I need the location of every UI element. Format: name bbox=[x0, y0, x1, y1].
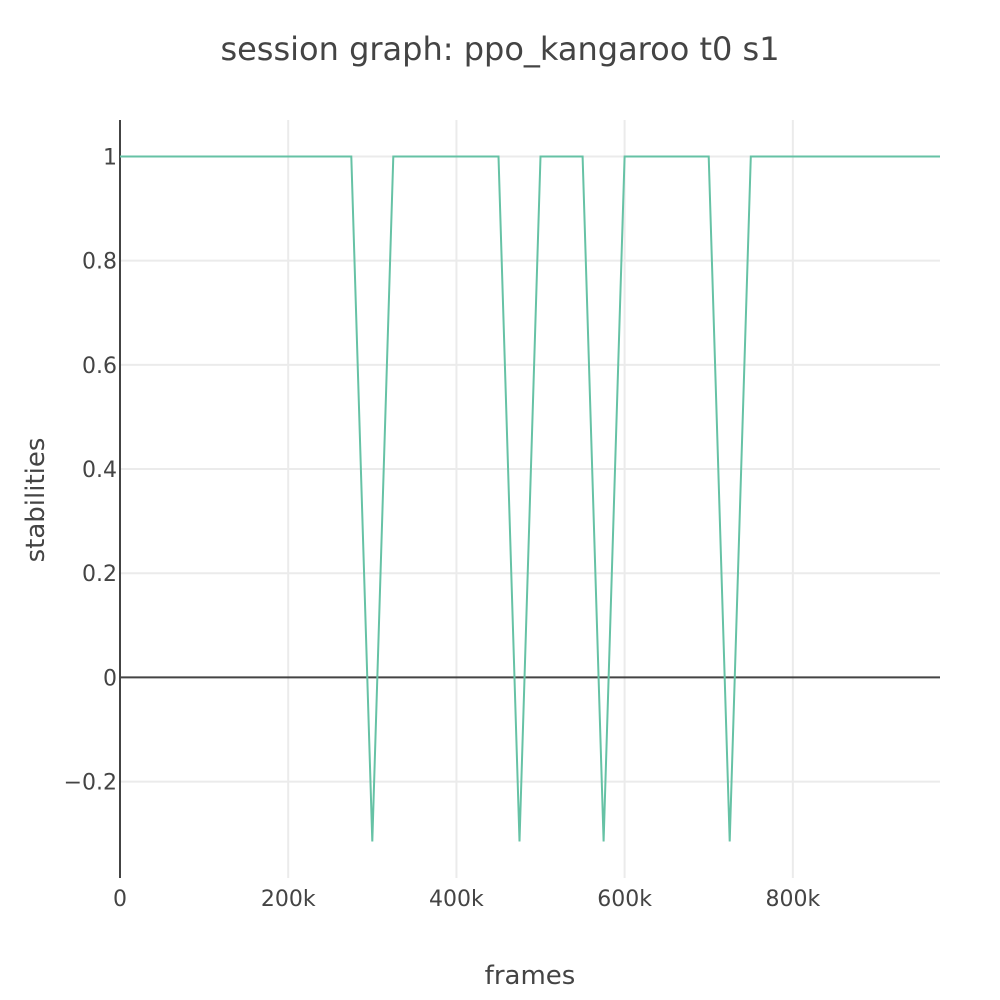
x-tick-label: 0 bbox=[113, 887, 127, 912]
y-tick-label: 0.6 bbox=[82, 354, 117, 379]
grid bbox=[120, 120, 940, 878]
y-tick-label: 0.2 bbox=[82, 562, 117, 587]
y-tick-label: 1 bbox=[103, 145, 117, 170]
x-tick-label: 400k bbox=[429, 887, 484, 912]
y-tick-label: 0.4 bbox=[82, 458, 117, 483]
x-tick-label: 600k bbox=[597, 887, 652, 912]
y-axis-label: stabilities bbox=[21, 438, 51, 563]
x-axis-label: frames bbox=[485, 961, 576, 991]
y-tick-label: 0 bbox=[103, 666, 117, 691]
x-tick-label: 200k bbox=[261, 887, 316, 912]
series-line bbox=[120, 155, 940, 842]
y-tick-label: −0.2 bbox=[64, 771, 117, 796]
axes bbox=[119, 120, 940, 878]
series bbox=[120, 155, 940, 842]
x-tick-label: 800k bbox=[765, 887, 820, 912]
y-tick-label: 0.8 bbox=[82, 250, 117, 275]
chart-title: session graph: ppo_kangaroo t0 s1 bbox=[220, 30, 779, 68]
tick-labels: 0 200k 400k 600k 800k 1 0.8 0.6 0.4 0.2 0 −0.2 bbox=[64, 145, 821, 912]
